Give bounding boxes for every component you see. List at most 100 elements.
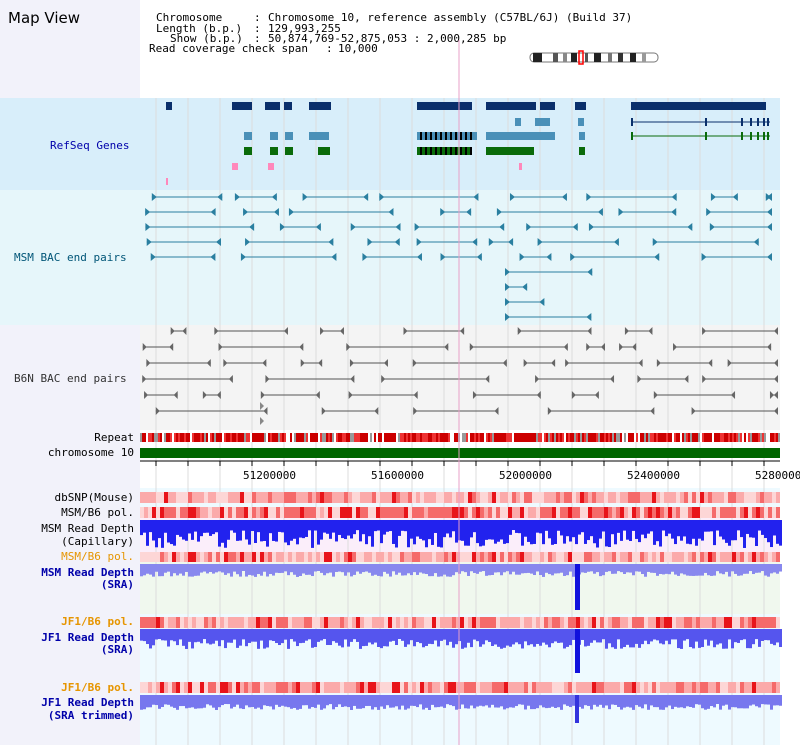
read-depth-bar <box>293 564 296 575</box>
repeat-segment <box>646 433 648 442</box>
polymorphism-cell <box>704 492 708 503</box>
repeat-segment <box>148 433 150 442</box>
read-depth-bar <box>176 695 179 710</box>
repeat-track[interactable] <box>140 433 780 442</box>
polymorphism-cell <box>252 552 256 562</box>
msm-bac-track[interactable] <box>145 193 772 321</box>
read-depth-bar <box>365 520 368 545</box>
read-depth-bar <box>185 629 188 649</box>
msm-bac-end <box>362 253 368 261</box>
b6n-bac-end <box>774 359 778 367</box>
repeat-segment <box>664 433 666 442</box>
polymorphism-cell <box>244 507 248 518</box>
read-depth-bar <box>308 629 311 640</box>
polymorphism-cell <box>320 682 324 693</box>
polymorphism-cell <box>140 507 144 518</box>
read-depth-bar <box>500 520 503 540</box>
polymorphism-cell <box>300 552 304 562</box>
read-depth-bar <box>623 695 626 708</box>
read-depth-bar <box>560 520 563 536</box>
chromosome-ideogram[interactable] <box>529 50 659 65</box>
read-depth-bar <box>602 695 605 708</box>
polymorphism-cell <box>508 507 512 518</box>
refseq-exon <box>470 132 472 140</box>
read-depth-bar <box>578 520 581 535</box>
polymorphism-cell <box>480 682 484 693</box>
read-depth-bar <box>572 695 575 706</box>
read-depth-bar <box>761 695 764 705</box>
polymorphism-cell <box>576 492 580 503</box>
read-depth-bar <box>380 564 383 577</box>
repeat-segment <box>166 433 168 442</box>
polymorphism-cell <box>576 617 580 628</box>
repeat-segment <box>388 433 390 442</box>
repeat-segment <box>532 433 534 442</box>
repeat-segment <box>354 433 356 442</box>
polymorphism-cell <box>312 507 316 518</box>
polymorphism-cell <box>616 492 620 503</box>
polymorphism-cell <box>216 682 220 693</box>
read-depth-tracks[interactable] <box>140 520 782 723</box>
polymorphism-cell <box>504 507 508 518</box>
label-jf1-pol-1: JF1/B6 pol. <box>61 615 134 628</box>
read-depth-bar <box>362 520 365 535</box>
read-depth-bar <box>725 564 728 572</box>
polymorphism-cell <box>428 492 432 503</box>
msm-bac-end <box>701 253 707 261</box>
read-depth-bar <box>656 629 659 641</box>
repeat-segment <box>500 433 502 442</box>
polymorphism-cell <box>672 617 676 628</box>
read-depth-bar <box>305 695 308 706</box>
read-depth-bar <box>266 695 269 706</box>
msm-bac-end <box>767 208 772 216</box>
polymorphism-cell <box>672 552 676 562</box>
repeat-segment <box>396 433 398 442</box>
read-depth-bar <box>494 520 497 544</box>
b6n-bac-end <box>485 375 490 383</box>
polymorphism-cell <box>568 552 572 562</box>
read-depth-bar <box>593 629 596 641</box>
chromosome-bar[interactable] <box>140 448 780 458</box>
polymorphism-cell <box>228 617 232 628</box>
read-depth-bar <box>758 520 761 531</box>
polymorphism-cell <box>548 617 552 628</box>
polymorphism-heatmaps[interactable] <box>140 492 780 693</box>
polymorphism-cell <box>304 617 308 628</box>
read-depth-bar <box>434 629 437 641</box>
b6n-bac-end <box>547 407 552 415</box>
read-depth-bar <box>149 629 152 649</box>
read-depth-bar <box>407 520 410 548</box>
read-depth-bar <box>272 629 275 642</box>
polymorphism-cell <box>704 552 708 562</box>
polymorphism-cell <box>216 617 220 628</box>
read-depth-bar <box>266 564 269 577</box>
read-depth-bar <box>314 564 317 572</box>
read-depth-bar <box>173 520 176 546</box>
polymorphism-cell <box>536 507 540 518</box>
polymorphism-cell <box>704 617 708 628</box>
polymorphism-cell <box>716 552 720 562</box>
polymorphism-cell <box>616 552 620 562</box>
read-depth-bar <box>287 695 290 708</box>
label-chromosome: chromosome 10 <box>48 446 134 459</box>
repeat-segment <box>596 433 598 442</box>
b6n-bac-track[interactable] <box>142 327 778 425</box>
repeat-segment <box>594 433 596 442</box>
read-depth-bar <box>146 695 149 708</box>
polymorphism-cell <box>732 617 736 628</box>
read-depth-bar <box>551 520 554 545</box>
read-depth-bar <box>719 564 722 574</box>
refseq-genes-track[interactable] <box>166 102 770 185</box>
msm-bac-end <box>753 238 759 246</box>
polymorphism-cell <box>488 507 492 518</box>
read-depth-bar <box>620 695 623 710</box>
read-depth-bar <box>770 629 773 644</box>
polymorphism-cell <box>152 552 156 562</box>
polymorphism-cell <box>580 507 584 518</box>
refseq-exon <box>741 118 743 126</box>
read-depth-bar <box>401 564 404 576</box>
read-depth-bar <box>374 629 377 643</box>
b6n-bac-end <box>214 327 219 335</box>
read-depth-bar <box>569 629 572 646</box>
